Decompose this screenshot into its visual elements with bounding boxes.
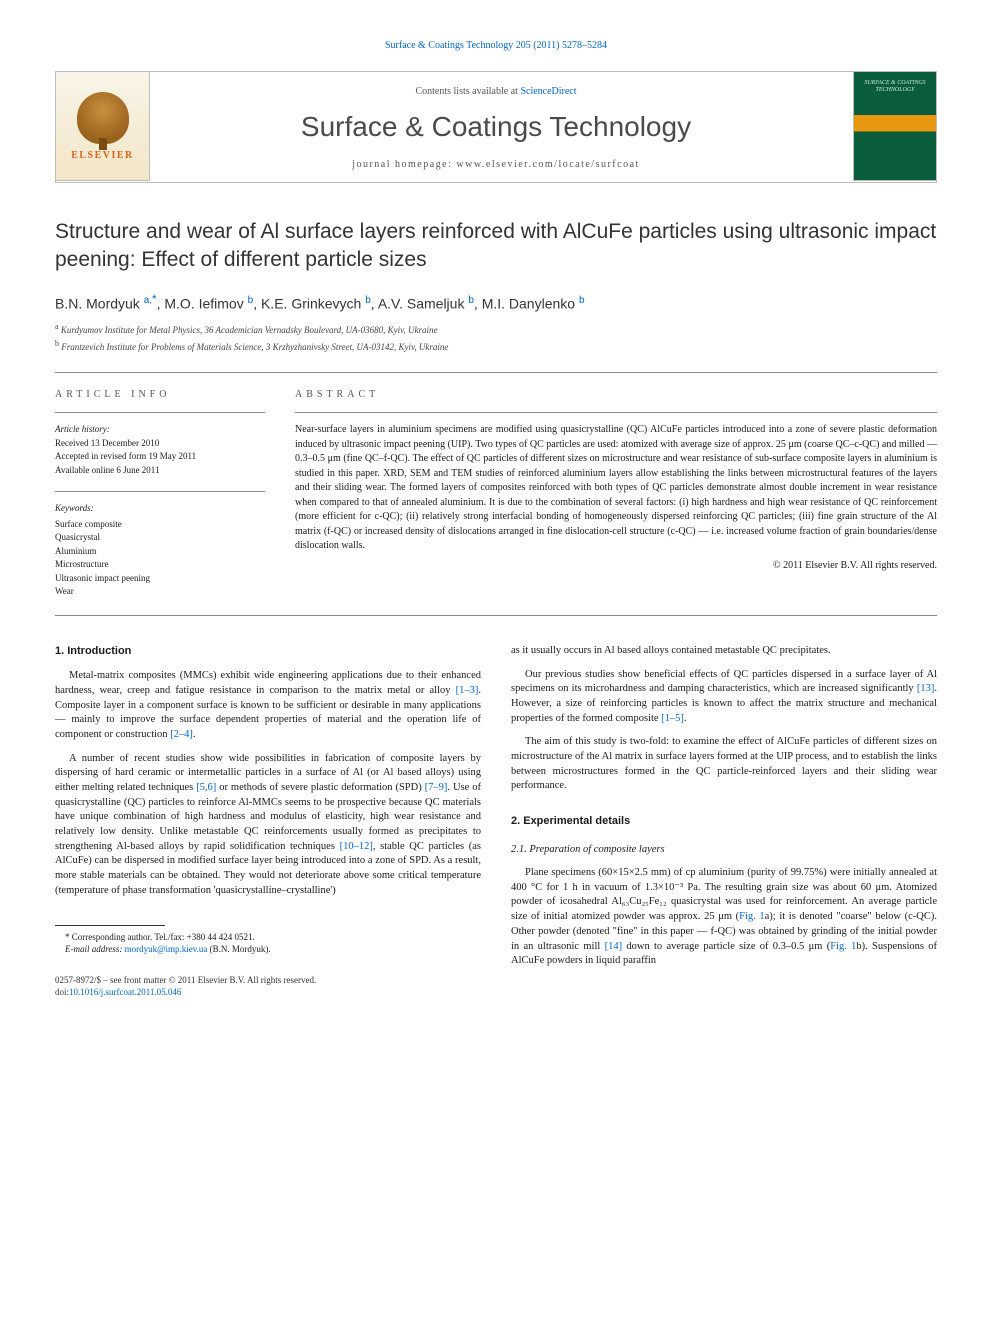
- corresponding-author-note: * Corresponding author. Tel./fax: +380 4…: [55, 931, 481, 944]
- citation-link[interactable]: [10–12]: [340, 841, 373, 852]
- email-link[interactable]: mordyuk@imp.kiev.ua: [125, 944, 208, 954]
- journal-header: ELSEVIER Contents lists available at Sci…: [55, 71, 937, 183]
- revised-date: Accepted in revised form 19 May 2011: [55, 450, 265, 464]
- abstract: ABSTRACT Near-surface layers in aluminiu…: [295, 389, 937, 599]
- article-info: ARTICLE INFO Article history: Received 1…: [55, 389, 265, 599]
- paragraph: A number of recent studies show wide pos…: [55, 752, 481, 899]
- issn-line: 0257-8972/$ – see front matter © 2011 El…: [55, 974, 481, 987]
- section-heading-experimental: 2. Experimental details: [511, 814, 937, 829]
- elsevier-logo: ELSEVIER: [55, 71, 150, 181]
- paragraph: The aim of this study is two-fold: to ex…: [511, 735, 937, 794]
- section-heading-introduction: 1. Introduction: [55, 644, 481, 659]
- author-affil-sup[interactable]: b: [468, 295, 474, 306]
- author: B.N. Mordyuk: [55, 295, 140, 311]
- keyword: Aluminium: [55, 545, 265, 559]
- divider: [55, 491, 265, 492]
- author-affil-sup[interactable]: b: [248, 295, 254, 306]
- keyword: Microstructure: [55, 558, 265, 572]
- author: M.O. Iefimov: [164, 295, 243, 311]
- column-left: 1. Introduction Metal-matrix composites …: [55, 644, 481, 999]
- article-title: Structure and wear of Al surface layers …: [55, 218, 937, 275]
- sciencedirect-link[interactable]: ScienceDirect: [520, 86, 576, 97]
- journal-title: Surface & Coatings Technology: [156, 111, 836, 143]
- divider: [295, 412, 937, 413]
- affiliation-b: Frantzevich Institute for Problems of Ma…: [61, 342, 448, 352]
- paragraph: Metal-matrix composites (MMCs) exhibit w…: [55, 669, 481, 742]
- figure-link[interactable]: Fig. 1: [830, 941, 856, 952]
- article-info-label: ARTICLE INFO: [55, 389, 265, 400]
- journal-homepage: journal homepage: www.elsevier.com/locat…: [156, 159, 836, 170]
- abstract-label: ABSTRACT: [295, 389, 937, 400]
- journal-reference-link[interactable]: Surface & Coatings Technology 205 (2011)…: [55, 40, 937, 51]
- received-date: Received 13 December 2010: [55, 437, 265, 451]
- column-right: as it usually occurs in Al based alloys …: [511, 644, 937, 999]
- author-affil-sup[interactable]: b: [365, 295, 371, 306]
- divider: [55, 615, 937, 616]
- copyright: © 2011 Elsevier B.V. All rights reserved…: [295, 560, 937, 571]
- author-affil-sup[interactable]: b: [579, 295, 585, 306]
- journal-cover-thumb: SURFACE & COATINGS TECHNOLOGY: [853, 71, 937, 181]
- citation-link[interactable]: [5,6]: [196, 782, 216, 793]
- author: M.I. Danylenko: [482, 295, 575, 311]
- citation-link[interactable]: [14]: [605, 941, 623, 952]
- email-attribution: (B.N. Mordyuk).: [210, 944, 271, 954]
- citation-link[interactable]: [1–3]: [456, 685, 479, 696]
- subsection-heading: 2.1. Preparation of composite layers: [511, 843, 937, 858]
- contents-line: Contents lists available at ScienceDirec…: [156, 86, 836, 97]
- footnote-rule: [55, 925, 165, 926]
- figure-link[interactable]: Fig. 1: [739, 911, 765, 922]
- doi-link[interactable]: 10.1016/j.surfcoat.2011.05.046: [69, 987, 181, 997]
- divider: [55, 412, 265, 413]
- corresponding-star[interactable]: *: [152, 293, 157, 306]
- keyword: Ultrasonic impact peening: [55, 572, 265, 586]
- keyword: Quasicrystal: [55, 531, 265, 545]
- doi-label: doi:: [55, 987, 69, 997]
- author: A.V. Sameljuk: [378, 295, 465, 311]
- keyword: Wear: [55, 585, 265, 599]
- online-date: Available online 6 June 2011: [55, 464, 265, 478]
- author-list: B.N. Mordyuk a,*, M.O. Iefimov b, K.E. G…: [55, 293, 937, 312]
- keyword: Surface composite: [55, 518, 265, 532]
- citation-link[interactable]: [1–5]: [661, 713, 684, 724]
- paragraph: as it usually occurs in Al based alloys …: [511, 644, 937, 659]
- author-affil-sup[interactable]: a,: [144, 295, 152, 306]
- body-text: 1. Introduction Metal-matrix composites …: [55, 644, 937, 999]
- elsevier-tree-icon: [77, 92, 129, 144]
- paragraph: Plane specimens (60×15×2.5 mm) of cp alu…: [511, 866, 937, 969]
- elsevier-name: ELSEVIER: [71, 150, 134, 161]
- citation-link[interactable]: [7–9]: [425, 782, 448, 793]
- history-label: Article history:: [55, 423, 265, 437]
- email-label: E-mail address:: [65, 944, 122, 954]
- keywords-label: Keywords:: [55, 502, 265, 516]
- affiliation-a: Kurdyumov Institute for Metal Physics, 3…: [61, 325, 438, 335]
- abstract-text: Near-surface layers in aluminium specime…: [295, 423, 937, 554]
- citation-link[interactable]: [2–4]: [170, 729, 193, 740]
- contents-prefix: Contents lists available at: [415, 86, 520, 97]
- citation-link[interactable]: [13]: [917, 683, 935, 694]
- author: K.E. Grinkevych: [261, 295, 361, 311]
- affiliations: a Kurdyumov Institute for Metal Physics,…: [55, 321, 937, 354]
- paragraph: Our previous studies show beneficial eff…: [511, 668, 937, 727]
- email-line: E-mail address: mordyuk@imp.kiev.ua (B.N…: [55, 943, 481, 956]
- footer: 0257-8972/$ – see front matter © 2011 El…: [55, 974, 481, 999]
